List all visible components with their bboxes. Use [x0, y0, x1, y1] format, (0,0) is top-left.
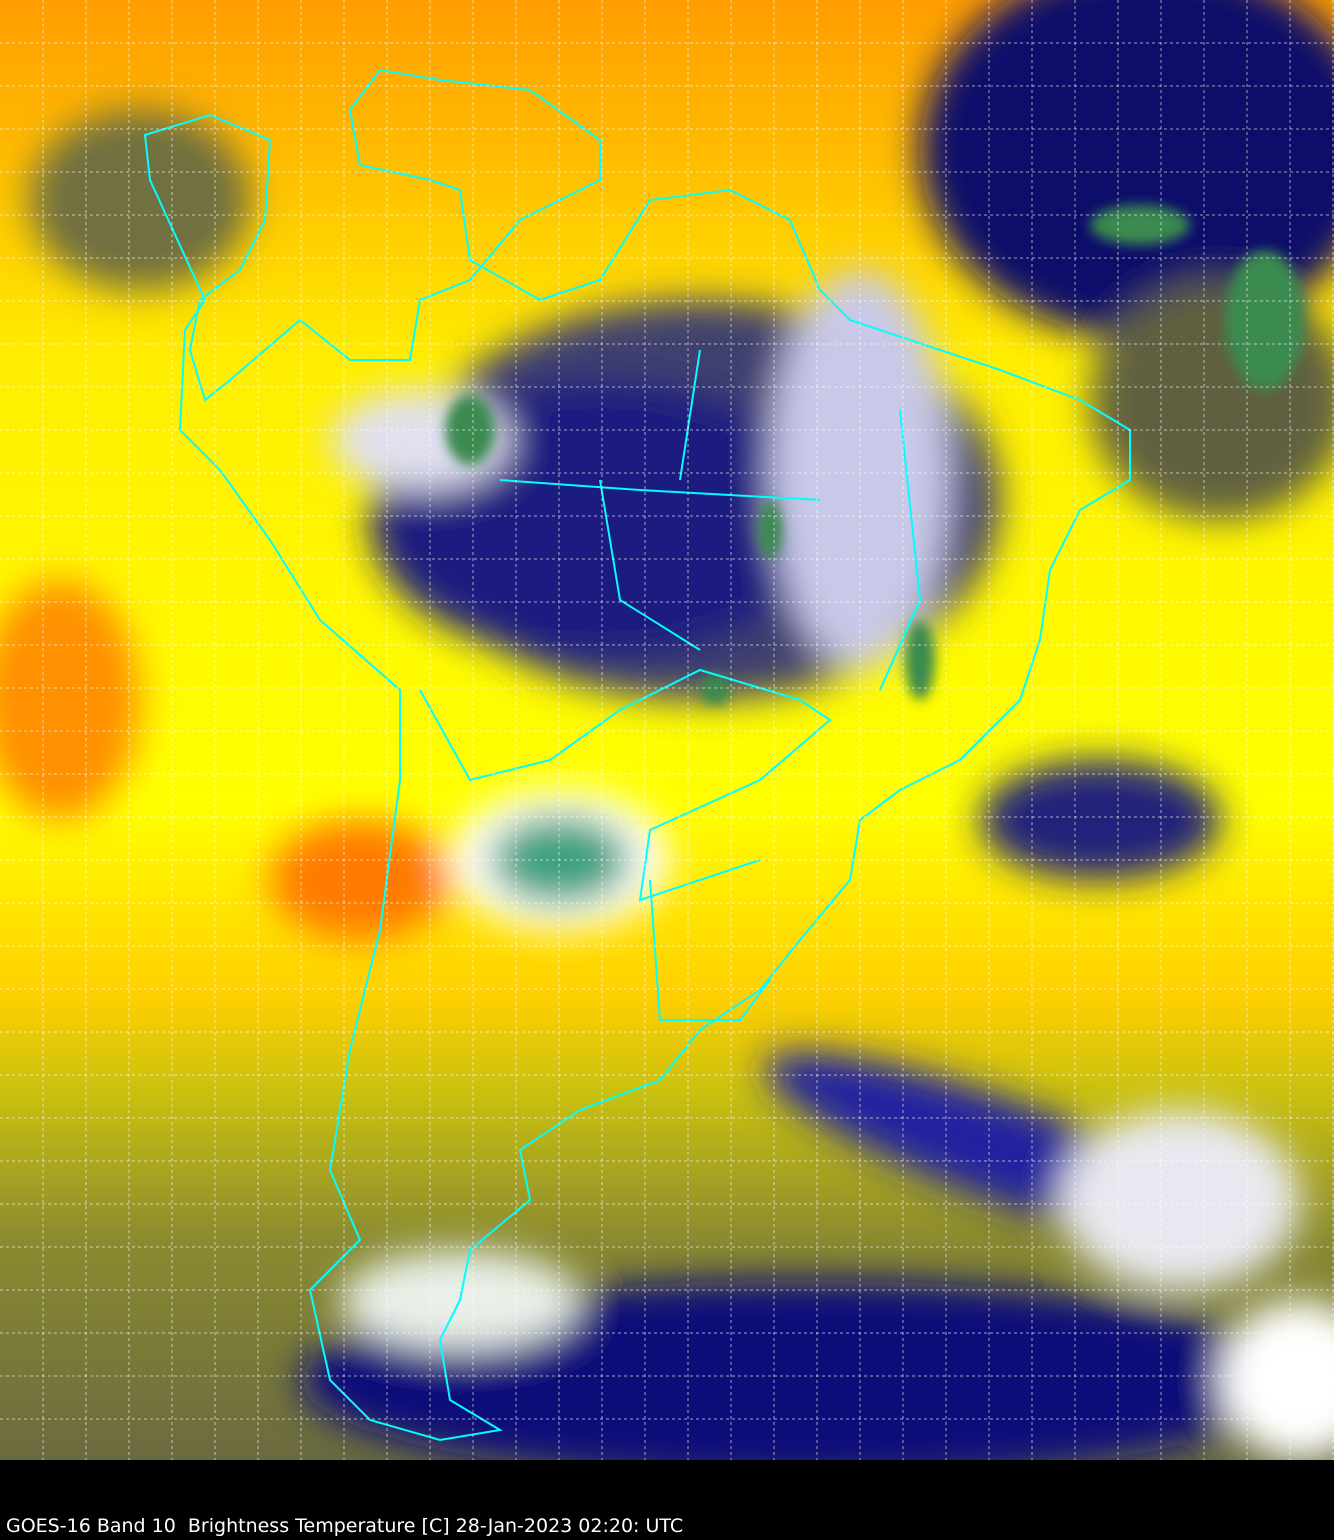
- lat-lon-grid: [0, 0, 1334, 1460]
- cloud-layer: [0, 0, 1334, 1460]
- satellite-image-map: [0, 0, 1334, 1460]
- image-caption: GOES-16 Band 10 Brightness Temperature […: [6, 1515, 684, 1537]
- country-borders: [143, 68, 1131, 1442]
- coldest-tops: [445, 205, 1305, 705]
